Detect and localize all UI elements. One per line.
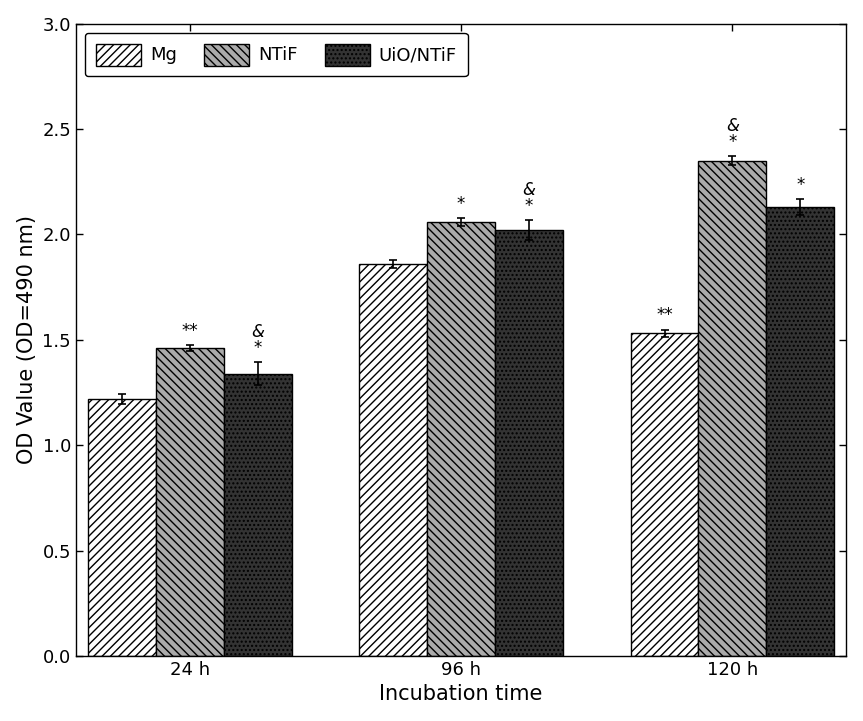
Text: **: ** xyxy=(656,306,673,324)
Text: *: * xyxy=(457,195,465,213)
Bar xyxy=(766,207,835,656)
Bar xyxy=(359,264,427,656)
Text: &
*: & * xyxy=(251,323,264,357)
Legend: Mg, NTiF, UiO/NTiF: Mg, NTiF, UiO/NTiF xyxy=(85,32,468,76)
Y-axis label: OD Value (OD=490 nm): OD Value (OD=490 nm) xyxy=(16,216,36,464)
Text: &
*: & * xyxy=(522,181,535,215)
Bar xyxy=(88,399,156,656)
Bar xyxy=(427,222,495,656)
Bar xyxy=(495,230,563,656)
X-axis label: Incubation time: Incubation time xyxy=(380,684,543,704)
Text: &
*: & * xyxy=(726,117,739,151)
Bar xyxy=(631,334,698,656)
Text: *: * xyxy=(796,176,804,194)
Bar xyxy=(156,348,224,656)
Text: **: ** xyxy=(181,322,198,340)
Bar xyxy=(224,373,292,656)
Bar xyxy=(698,161,766,656)
